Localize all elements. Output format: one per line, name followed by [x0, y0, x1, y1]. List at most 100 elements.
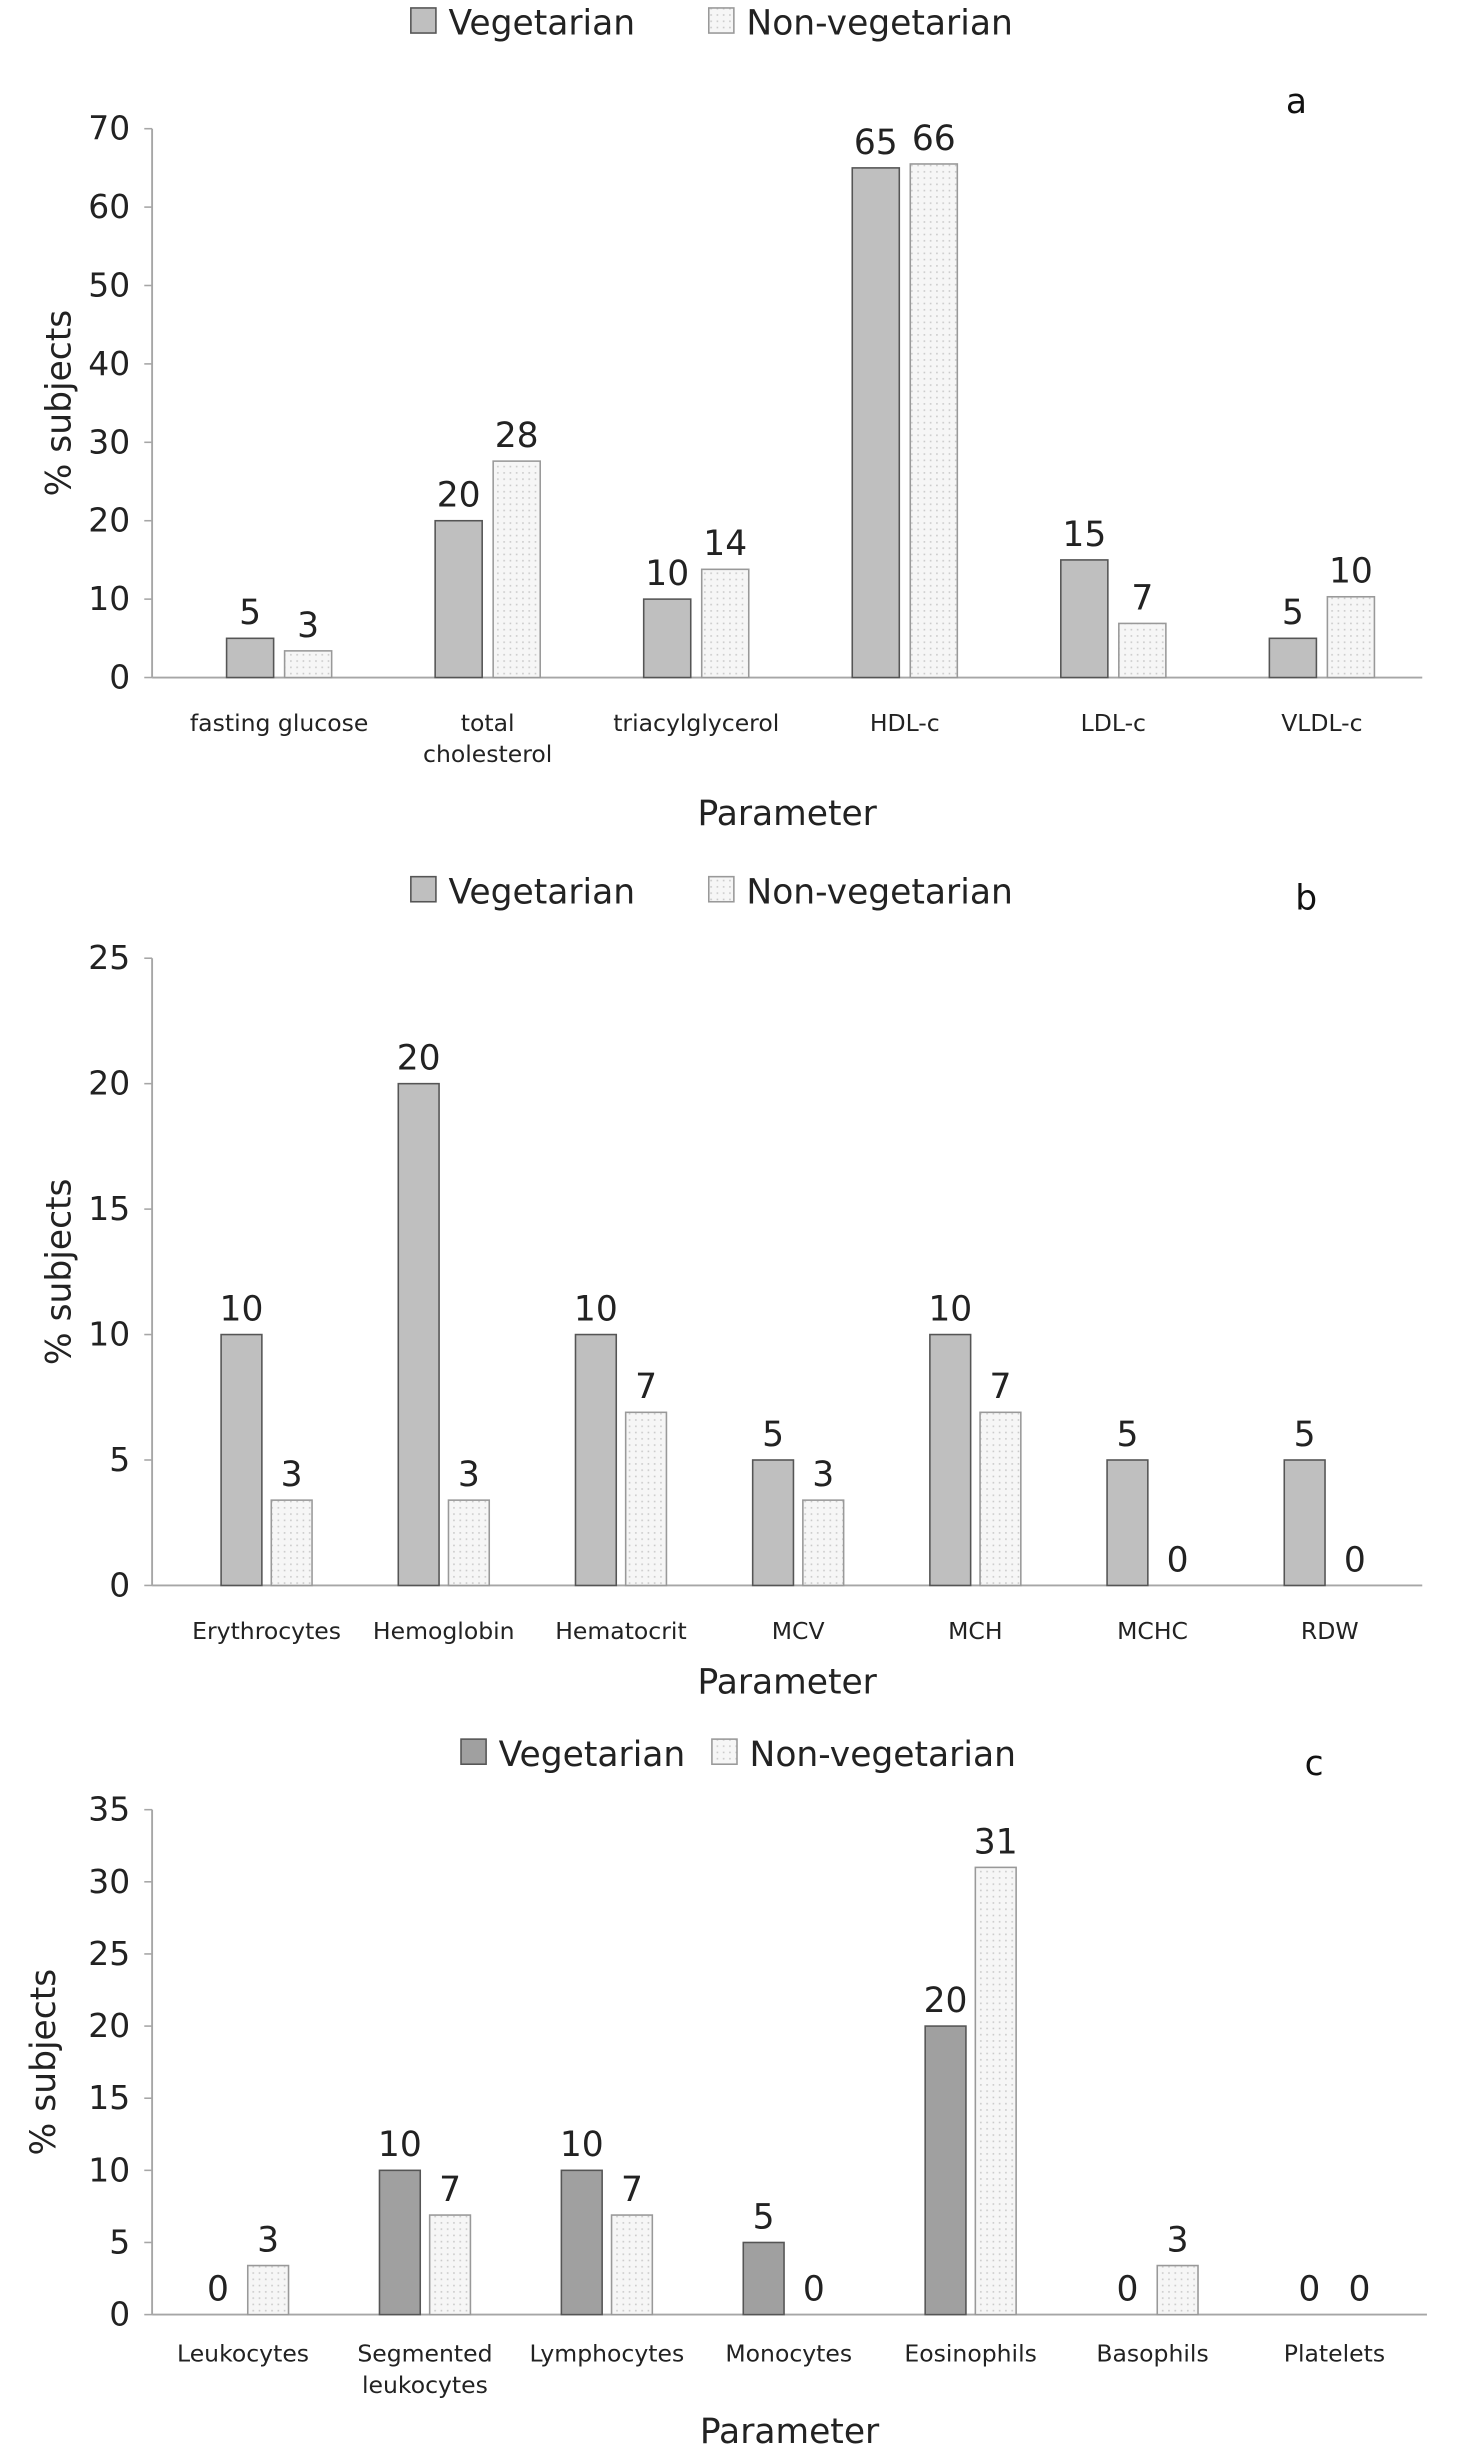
data-label: 10: [574, 1289, 618, 1329]
x-tick-label: Monocytes: [725, 2340, 852, 2368]
bar-non-vegetarian: [909, 163, 959, 679]
data-label: 0: [207, 2269, 229, 2309]
y-tick-label: 20: [88, 501, 130, 540]
x-tick-label: MCHC: [1117, 1617, 1188, 1645]
y-axis-title: % subjects: [40, 310, 80, 497]
legend-swatch-non-vegetarian: [707, 7, 735, 34]
x-tick-label: MCH: [948, 1617, 1002, 1645]
data-label: 0: [803, 2269, 825, 2309]
panel-label: c: [1305, 1744, 1324, 1784]
bar-vegetarian: [1106, 1459, 1149, 1587]
bar-non-vegetarian: [246, 2264, 290, 2316]
panel-label: b: [1295, 879, 1317, 919]
y-tick-label: 30: [88, 422, 130, 461]
data-label: 5: [1282, 593, 1304, 633]
bar-non-vegetarian: [979, 1411, 1022, 1587]
legend-label-non-vegetarian: Non-vegetarian: [746, 4, 1012, 44]
data-label: 3: [281, 1455, 303, 1495]
data-label: 14: [703, 524, 747, 564]
bar-non-vegetarian: [700, 568, 750, 679]
bar-non-vegetarian: [802, 1499, 845, 1587]
data-label: 31: [974, 1822, 1018, 1862]
data-label: 10: [378, 2125, 422, 2165]
data-label: 0: [1298, 2269, 1320, 2309]
data-label: 3: [297, 606, 319, 646]
bar-vegetarian: [574, 1333, 618, 1587]
y-tick-label: 5: [109, 1440, 130, 1479]
data-label: 0: [1116, 2269, 1138, 2309]
x-axis-title: Parameter: [697, 794, 877, 834]
bar-non-vegetarian: [447, 1499, 491, 1587]
data-label: 7: [621, 2170, 643, 2210]
x-tick-label: Erythrocytes: [192, 1617, 341, 1645]
y-tick-label: 20: [88, 1064, 130, 1103]
data-label: 7: [635, 1367, 657, 1407]
y-tick-label: 60: [88, 187, 130, 226]
y-tick-label: 30: [88, 1862, 130, 1901]
bar-vegetarian: [1283, 1459, 1326, 1587]
data-label: 20: [437, 476, 481, 516]
y-tick-label: 15: [88, 1189, 130, 1228]
y-tick-label: 10: [88, 579, 130, 618]
bar-vegetarian: [742, 2241, 785, 2316]
bar-non-vegetarian: [1326, 595, 1376, 679]
data-label: 20: [397, 1039, 441, 1079]
bar-vegetarian: [378, 2169, 422, 2316]
x-tick-label: RDW: [1301, 1617, 1359, 1645]
legend-label-vegetarian: Vegetarian: [448, 4, 635, 44]
x-tick-label: cholesterol: [423, 740, 552, 768]
data-label: 10: [928, 1289, 972, 1329]
data-label: 10: [220, 1289, 264, 1329]
data-label: 20: [924, 1981, 968, 2021]
x-tick-label: VLDL-c: [1281, 709, 1362, 737]
y-tick-label: 0: [109, 657, 130, 696]
bar-vegetarian: [929, 1333, 972, 1587]
bar-non-vegetarian: [624, 1411, 668, 1587]
y-tick-label: 70: [88, 109, 130, 148]
legend-swatch-vegetarian: [410, 875, 437, 903]
data-label: 10: [1329, 552, 1373, 592]
y-tick-label: 10: [88, 2150, 130, 2189]
y-tick-label: 0: [109, 1565, 130, 1604]
bar-vegetarian: [397, 1082, 440, 1587]
bar-non-vegetarian: [270, 1499, 313, 1587]
legend-label-vegetarian: Vegetarian: [448, 872, 635, 912]
x-tick-label: MCV: [772, 1617, 825, 1645]
bar-vegetarian: [560, 2169, 603, 2316]
y-tick-label: 25: [88, 938, 130, 977]
data-label: 7: [439, 2170, 461, 2210]
y-tick-label: 50: [88, 265, 130, 304]
y-axis-title: % subjects: [40, 1178, 80, 1365]
x-axis-title: Parameter: [697, 1663, 877, 1703]
x-tick-label: leukocytes: [362, 2371, 488, 2399]
legend-label-vegetarian: Vegetarian: [499, 1735, 686, 1775]
legend-swatch-vegetarian: [460, 1738, 487, 1765]
bar-non-vegetarian: [428, 2214, 472, 2316]
legend-label-non-vegetarian: Non-vegetarian: [746, 872, 1012, 912]
x-tick-label: Basophils: [1096, 2340, 1208, 2368]
bar-vegetarian: [225, 637, 275, 679]
bar-non-vegetarian: [1118, 622, 1167, 679]
x-axis-title: Parameter: [700, 2412, 880, 2448]
x-tick-label: LDL-c: [1081, 709, 1146, 737]
data-label: 5: [239, 593, 261, 633]
panel-label: a: [1286, 82, 1307, 122]
data-label: 65: [854, 123, 898, 163]
legend-swatch-vegetarian: [410, 7, 437, 34]
y-axis-title: % subjects: [24, 1969, 64, 2156]
bar-vegetarian: [851, 167, 901, 679]
bar-vegetarian: [220, 1333, 263, 1587]
x-tick-label: Hemoglobin: [373, 1617, 515, 1645]
bar-vegetarian: [434, 519, 483, 679]
bar-non-vegetarian: [610, 2214, 654, 2316]
bar-non-vegetarian: [1156, 2264, 1199, 2316]
bar-vegetarian: [642, 598, 692, 679]
data-label: 5: [762, 1415, 784, 1455]
y-tick-label: 5: [109, 2222, 130, 2261]
y-tick-label: 15: [88, 2078, 130, 2117]
data-label: 5: [1294, 1415, 1316, 1455]
y-tick-label: 25: [88, 1934, 130, 1973]
data-label: 66: [912, 119, 956, 159]
bar-vegetarian: [751, 1459, 795, 1587]
